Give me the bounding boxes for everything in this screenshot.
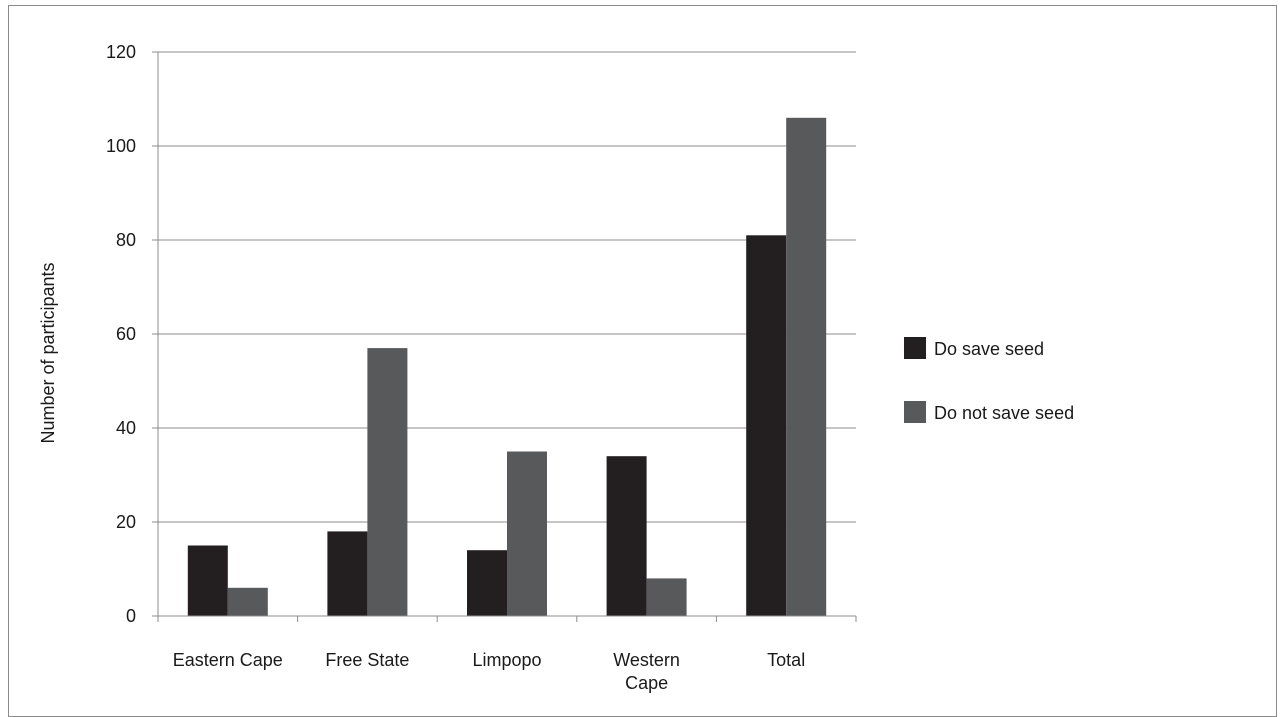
bar-do-save-seed [746, 235, 787, 617]
y-tick-label: 0 [126, 606, 136, 626]
y-axis-ticks: 0 20 40 60 80 100 120 [106, 42, 158, 626]
x-tick-label: Free State [325, 650, 409, 670]
x-axis-ticks: Eastern Cape Free State Limpopo Western Cape… [157, 616, 857, 693]
y-tick-label: 20 [116, 512, 136, 532]
y-tick-label: 60 [116, 324, 136, 344]
x-tick-label: Eastern Cape [173, 650, 283, 670]
y-tick-label: 120 [106, 42, 136, 62]
bar-do-save-seed [327, 531, 368, 616]
legend-swatch [904, 401, 926, 423]
bar-do-not-save-seed [646, 578, 687, 616]
bar-do-save-seed [606, 456, 647, 616]
bar-do-save-seed [467, 550, 507, 616]
bar-do-not-save-seed [227, 587, 268, 616]
bar-do-not-save-seed [367, 348, 408, 616]
x-tick-label: Total [767, 650, 805, 670]
axes [157, 52, 856, 617]
legend: Do save seed Do not save seed [904, 337, 1074, 423]
y-tick-label: 40 [116, 418, 136, 438]
x-tick-label: Limpopo [472, 650, 541, 670]
bar-do-not-save-seed [507, 451, 547, 616]
bars [187, 117, 827, 617]
x-tick-label: Western Cape [613, 650, 680, 693]
gridlines [158, 51, 856, 523]
legend-label: Do not save seed [934, 403, 1074, 423]
y-tick-label: 100 [106, 136, 136, 156]
bar-do-save-seed [187, 545, 228, 616]
y-axis-title: Number of participants [38, 262, 58, 443]
legend-swatch [904, 337, 926, 359]
legend-label: Do save seed [934, 339, 1044, 359]
bar-do-not-save-seed [786, 117, 827, 617]
y-tick-label: 80 [116, 230, 136, 250]
